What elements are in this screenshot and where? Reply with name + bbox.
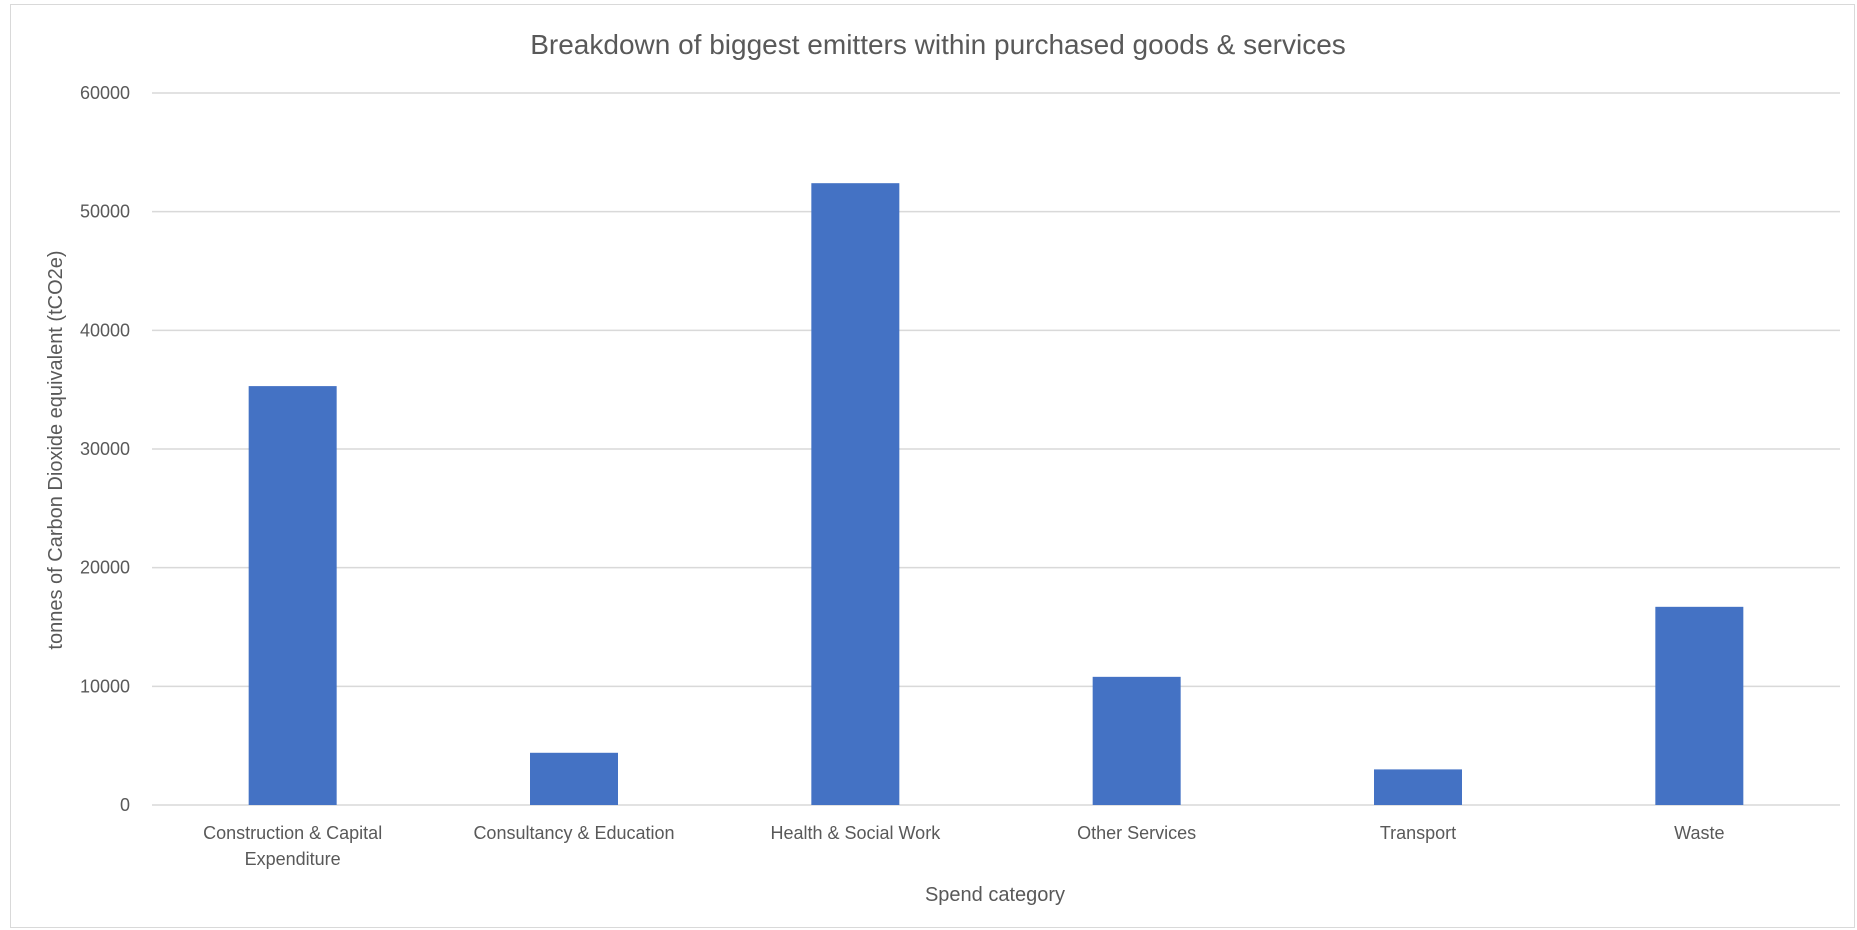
- x-tick-label: Consultancy & Education: [473, 823, 674, 843]
- x-tick-label: Health & Social Work: [770, 823, 941, 843]
- bar: [530, 752, 618, 805]
- gridlines: [152, 92, 1840, 806]
- x-tick-label: Waste: [1674, 823, 1724, 843]
- y-tick-label: 40000: [80, 320, 130, 340]
- bar: [1092, 676, 1181, 805]
- y-tick-label: 0: [120, 795, 130, 815]
- x-tick-label-line: Waste: [1674, 823, 1724, 843]
- y-axis-title: tonnes of Carbon Dioxide equivalent (tCO…: [45, 250, 67, 649]
- y-axis-tick-labels: 0 10000 20000 30000 40000 50000 60000: [80, 83, 130, 815]
- x-tick-label-line: Health & Social Work: [770, 823, 941, 843]
- x-tick-label-line: Other Services: [1077, 823, 1196, 843]
- y-tick-label: 20000: [80, 558, 130, 578]
- x-tick-label: Construction & Capital Expenditure: [203, 823, 382, 869]
- x-tick-label-line: Transport: [1380, 823, 1456, 843]
- y-tick-label: 60000: [80, 83, 130, 103]
- bar: [1655, 606, 1744, 805]
- x-tick-label: Other Services: [1077, 823, 1196, 843]
- y-tick-label: 30000: [80, 439, 130, 459]
- chart-title: Breakdown of biggest emitters within pur…: [530, 29, 1346, 60]
- bar: [248, 386, 337, 805]
- x-tick-label: Transport: [1380, 823, 1456, 843]
- bar: [811, 183, 900, 806]
- bar: [1374, 769, 1462, 805]
- x-axis-title: Spend category: [925, 884, 1065, 906]
- y-tick-label: 10000: [80, 676, 130, 696]
- bars: [248, 183, 1744, 806]
- x-tick-label-line: Expenditure: [245, 849, 341, 869]
- x-tick-label-line: Consultancy & Education: [473, 823, 674, 843]
- x-tick-label-line: Construction & Capital: [203, 823, 382, 843]
- y-tick-label: 50000: [80, 202, 130, 222]
- x-axis-tick-labels: Construction & Capital Expenditure Consult…: [203, 823, 1724, 869]
